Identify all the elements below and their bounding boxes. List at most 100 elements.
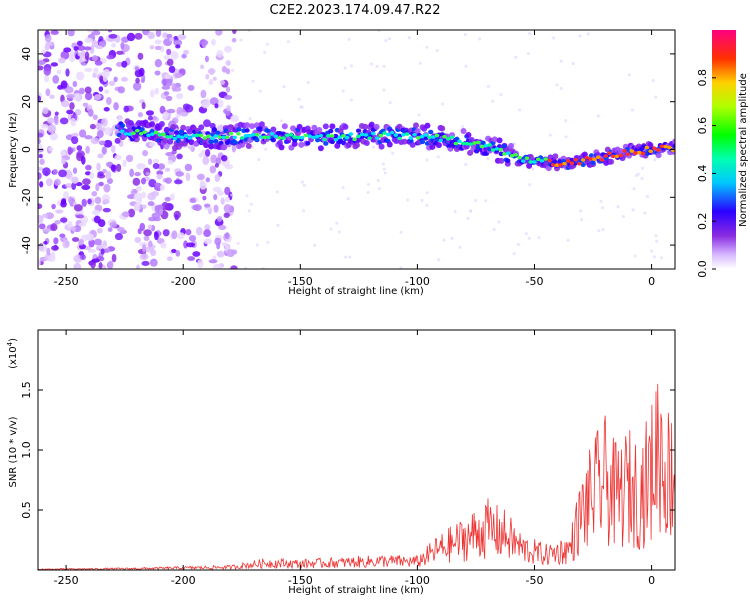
heatmap-cell	[194, 133, 200, 138]
heatmap-cell	[200, 89, 207, 99]
heatmap-cell	[170, 51, 179, 60]
heatmap-cell	[228, 131, 234, 136]
heatmap-cell	[217, 216, 223, 222]
heatmap-cell	[526, 162, 533, 169]
heatmap-cell	[214, 237, 222, 246]
heatmap-cell	[46, 247, 51, 256]
heatmap-cell	[535, 157, 541, 162]
heatmap-cell	[162, 32, 169, 39]
heatmap-cell	[91, 191, 98, 197]
heatmap-cell	[71, 136, 79, 145]
heatmap-cell	[466, 216, 470, 220]
heatmap-cell	[141, 260, 150, 266]
heatmap-cell	[140, 78, 145, 83]
heatmap-cell	[425, 191, 429, 195]
heatmap-cell	[116, 163, 122, 172]
heatmap-cell	[123, 105, 130, 113]
heatmap-cell	[108, 80, 116, 86]
snr-frame	[37, 329, 676, 571]
heatmap-cell	[41, 213, 49, 219]
heatmap-cell	[67, 30, 75, 37]
heatmap-cell	[329, 139, 335, 145]
heatmap-cell	[39, 158, 45, 165]
heatmap-cell	[590, 160, 596, 165]
heatmap-cell	[77, 52, 85, 57]
heatmap-cell	[175, 171, 184, 177]
heatmap-cell	[127, 119, 134, 126]
heatmap-cell	[78, 238, 84, 246]
heatmap-cell	[286, 40, 290, 44]
heatmap-cell	[159, 105, 166, 114]
heatmap-cell	[407, 36, 411, 40]
heatmap-cell	[486, 157, 490, 161]
heatmap-cell	[98, 244, 107, 250]
heatmap-cell	[173, 39, 183, 46]
heatmap-cell	[175, 114, 181, 119]
heatmap-cell	[103, 126, 113, 136]
heatmap-cell	[134, 236, 142, 243]
heatmap-cell	[170, 123, 177, 130]
heatmap-cell	[216, 242, 221, 250]
heatmap-cell	[653, 158, 657, 162]
heatmap-cell	[208, 67, 215, 76]
heatmap-cell	[51, 203, 56, 210]
heatmap-cell	[94, 94, 102, 101]
heatmap-cell	[625, 152, 631, 157]
heatmap-cell	[188, 235, 197, 242]
heatmap-cell	[134, 66, 139, 71]
heatmap-cell	[302, 183, 306, 187]
heatmap-cell	[214, 162, 219, 168]
heatmap-cell	[483, 144, 489, 148]
spectrogram-y-axis: -40 -20 0 20 40	[20, 47, 675, 254]
heatmap-cell	[202, 195, 207, 201]
heatmap-cell	[67, 147, 74, 154]
heatmap-cell	[149, 258, 158, 267]
heatmap-cell	[139, 127, 145, 132]
heatmap-cell	[221, 144, 228, 151]
heatmap-cell	[586, 32, 590, 36]
colorbar-tick-label: 0.6	[696, 117, 709, 135]
heatmap-cell	[208, 143, 215, 150]
heatmap-cell	[491, 99, 495, 103]
heatmap-cell	[193, 204, 202, 212]
heatmap-cell	[539, 159, 545, 163]
heatmap-cell	[142, 30, 150, 36]
heatmap-cell	[147, 115, 153, 121]
heatmap-cell	[49, 132, 58, 141]
heatmap-cell	[441, 102, 445, 106]
heatmap-cell	[419, 134, 425, 139]
heatmap-cell	[559, 86, 563, 90]
heatmap-cell	[68, 53, 76, 63]
heatmap-cell	[85, 145, 90, 154]
heatmap-cell	[106, 96, 112, 106]
heatmap-cell	[438, 138, 444, 143]
heatmap-cell	[186, 242, 196, 248]
heatmap-cell	[552, 36, 556, 40]
heatmap-cell	[168, 65, 176, 74]
heatmap-cell	[151, 115, 158, 121]
heatmap-cell	[196, 173, 205, 181]
heatmap-cell	[254, 132, 260, 137]
heatmap-cell	[38, 172, 42, 180]
heatmap-cell	[333, 133, 339, 139]
spectrogram-x-tick-label: -200	[171, 275, 196, 288]
heatmap-cell	[372, 145, 376, 149]
heatmap-cell	[96, 162, 101, 172]
heatmap-cell	[277, 136, 282, 140]
heatmap-cell	[423, 136, 429, 141]
heatmap-cell	[508, 142, 515, 149]
heatmap-cell	[165, 95, 173, 102]
heatmap-cell	[93, 238, 102, 246]
heatmap-cell	[117, 226, 125, 232]
heatmap-cell	[48, 254, 56, 262]
heatmap-cell	[528, 183, 532, 187]
svg-text:(x104): (x104)	[6, 338, 19, 369]
heatmap-cell	[316, 126, 323, 133]
heatmap-cell	[189, 197, 197, 204]
heatmap-cell	[633, 254, 637, 258]
snr-panel: -250 -200 -150 -100 -50 0 0.5 1.0 1.5 Height of…	[6, 329, 676, 596]
heatmap-cell	[386, 141, 393, 148]
heatmap-cell	[607, 151, 612, 155]
colorbar-tick-label: 0.8	[696, 69, 709, 87]
spectrogram-x-label: Height of straight line (km)	[288, 286, 424, 297]
